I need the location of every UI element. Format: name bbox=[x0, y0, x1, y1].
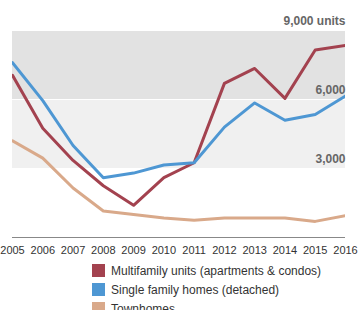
svg-text:2016: 2016 bbox=[333, 244, 357, 255]
svg-text:9,000 units: 9,000 units bbox=[283, 14, 345, 28]
svg-text:2015: 2015 bbox=[303, 244, 327, 255]
html-text:Multifamily units (apartments: Multifamily units (apartments & condos) bbox=[111, 263, 322, 278]
svg-text:2010: 2010 bbox=[152, 244, 176, 255]
svg-text:2014: 2014 bbox=[273, 244, 297, 255]
svg-text:2009: 2009 bbox=[121, 244, 145, 255]
svg-text:2012: 2012 bbox=[212, 244, 236, 255]
svg-text:2007: 2007 bbox=[61, 244, 85, 255]
svg-text:2013: 2013 bbox=[242, 244, 266, 255]
svg-text:2008: 2008 bbox=[91, 244, 115, 255]
svg-text:2005: 2005 bbox=[0, 244, 24, 255]
svg-text:2006: 2006 bbox=[31, 244, 55, 255]
html-text:Single family homes (detached): Single family homes (detached) bbox=[111, 282, 280, 297]
svg-text:2011: 2011 bbox=[182, 244, 206, 255]
svg-text:6,000: 6,000 bbox=[315, 83, 345, 97]
svg-text:3,000: 3,000 bbox=[315, 152, 345, 166]
